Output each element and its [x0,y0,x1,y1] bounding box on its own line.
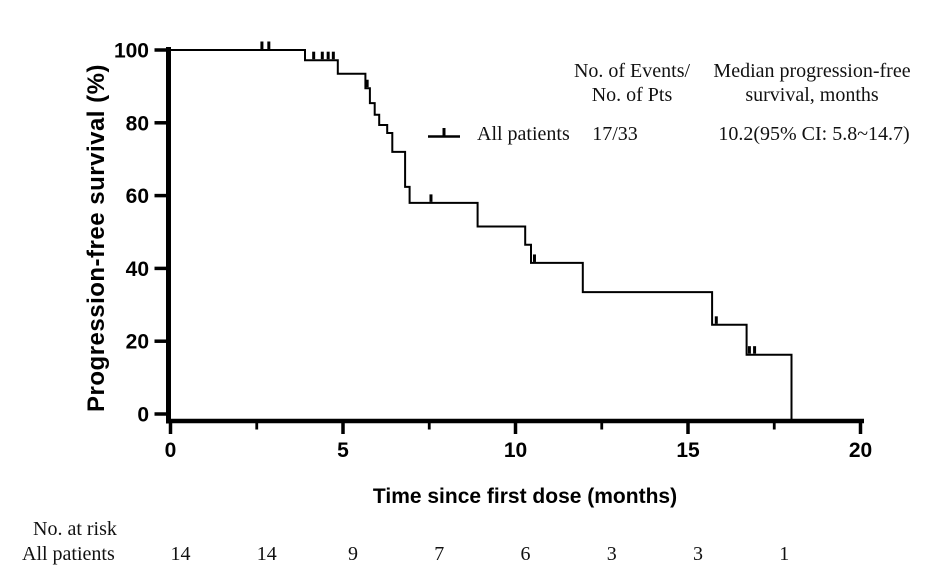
x-axis-ticks: 0 5 10 15 20 [165,423,872,462]
events-header-line1: No. of Events/ [573,60,691,82]
median-value: 10.2(95% CI: 5.8~14.7) [718,123,910,145]
x-tick-label: 0 [165,439,177,462]
events-value: 17/33 [592,123,638,145]
risk-count: 3 [606,543,617,565]
legend-censor-marker [428,128,460,138]
x-tick-label: 15 [676,439,700,462]
x-tick-label: 10 [504,439,527,462]
x-tick-label: 20 [849,439,872,462]
y-tick-label: 40 [126,258,149,281]
step-curve-path [170,49,793,419]
y-axis-ticks: 0 20 40 60 80 100 [114,40,166,427]
risk-count: 6 [520,543,531,565]
risk-count: 9 [348,543,358,565]
survival-curve [170,41,793,419]
risk-count: 3 [693,543,703,565]
risk-table-row-label: All patients [22,543,115,565]
y-tick-label: 100 [114,40,149,63]
y-tick-label: 80 [126,112,149,135]
risk-count: 14 [170,543,191,565]
median-header-line2: survival, months [745,84,879,106]
events-header-line2: No. of Pts [591,84,673,106]
y-tick-label: 20 [126,331,149,354]
x-axis-title: Time since first dose (months) [372,485,678,508]
y-tick-label: 60 [126,185,149,208]
x-tick-label: 5 [337,439,349,462]
legend-series-label: All patients [477,123,570,145]
median-header-line1: Median progression-free [713,60,911,82]
risk-count: 7 [434,543,445,565]
y-tick-label: 0 [137,404,149,427]
risk-table-title: No. at risk [33,518,117,540]
risk-count: 14 [256,543,277,565]
risk-count: 1 [779,543,790,565]
